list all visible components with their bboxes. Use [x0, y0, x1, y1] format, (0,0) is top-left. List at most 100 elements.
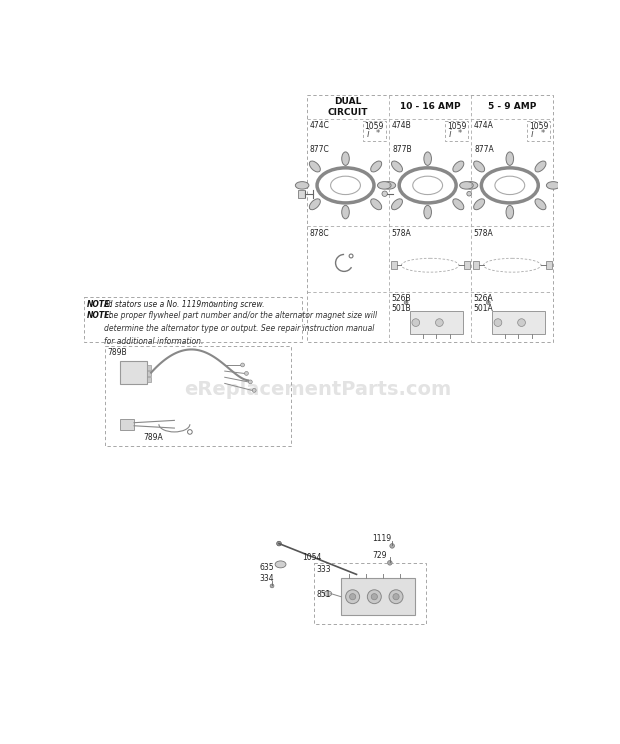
Bar: [527, 121, 551, 141]
Text: 1119: 1119: [372, 534, 391, 543]
Circle shape: [389, 590, 403, 603]
Ellipse shape: [391, 199, 402, 210]
Text: 526A: 526A: [474, 294, 494, 303]
Text: The proper flywheel part number and/or the alternator magnet size will
determine: The proper flywheel part number and/or t…: [104, 311, 377, 347]
Bar: [464, 261, 470, 269]
Text: 10 - 16 AMP: 10 - 16 AMP: [400, 103, 461, 112]
Bar: [410, 311, 463, 334]
Text: 1059: 1059: [365, 123, 384, 132]
Text: *: *: [458, 129, 463, 138]
Ellipse shape: [474, 161, 485, 172]
Text: 789B: 789B: [107, 348, 126, 357]
Ellipse shape: [342, 152, 349, 165]
Bar: [298, 190, 305, 198]
Ellipse shape: [495, 176, 525, 195]
Ellipse shape: [330, 176, 360, 195]
Text: 474A: 474A: [474, 121, 494, 130]
Circle shape: [371, 594, 378, 600]
Circle shape: [270, 584, 274, 588]
Text: 1059: 1059: [447, 123, 466, 132]
Text: 334: 334: [260, 574, 274, 583]
Bar: [314, 562, 427, 624]
Text: 526B: 526B: [391, 294, 411, 303]
Circle shape: [390, 544, 394, 548]
Circle shape: [412, 318, 420, 327]
Circle shape: [518, 318, 525, 327]
Text: 5 - 9 AMP: 5 - 9 AMP: [488, 103, 536, 112]
Text: 851: 851: [316, 590, 330, 599]
Ellipse shape: [546, 182, 560, 189]
Circle shape: [346, 590, 360, 603]
Bar: [148, 365, 151, 370]
Circle shape: [467, 191, 471, 196]
Text: NOTE:: NOTE:: [87, 301, 113, 310]
Ellipse shape: [413, 176, 443, 195]
Ellipse shape: [535, 199, 546, 210]
Bar: [363, 121, 386, 141]
Ellipse shape: [371, 199, 382, 210]
Ellipse shape: [382, 182, 396, 189]
Text: 877C: 877C: [310, 146, 330, 155]
Text: 878C: 878C: [309, 228, 329, 237]
Bar: [105, 346, 291, 446]
Ellipse shape: [459, 182, 473, 189]
Bar: [148, 371, 151, 376]
Bar: [84, 297, 303, 341]
Text: i: i: [367, 129, 370, 139]
Ellipse shape: [535, 161, 546, 172]
Circle shape: [241, 363, 244, 367]
Circle shape: [404, 301, 408, 304]
Ellipse shape: [424, 152, 432, 165]
Circle shape: [244, 371, 249, 375]
Bar: [307, 95, 554, 341]
Bar: [492, 311, 545, 334]
Ellipse shape: [424, 205, 432, 219]
Circle shape: [277, 542, 281, 546]
Text: 1059: 1059: [529, 123, 548, 132]
Text: NOTE:: NOTE:: [87, 311, 113, 320]
Text: i: i: [449, 129, 451, 139]
Ellipse shape: [295, 182, 309, 189]
Bar: [546, 261, 552, 269]
Text: i: i: [531, 129, 534, 139]
Bar: [391, 261, 397, 269]
Text: 789A: 789A: [143, 433, 163, 442]
Text: *: *: [541, 129, 544, 138]
Text: 578A: 578A: [474, 228, 494, 237]
Bar: [120, 419, 134, 429]
Circle shape: [382, 191, 388, 196]
Ellipse shape: [453, 199, 464, 210]
Ellipse shape: [342, 205, 349, 219]
Bar: [472, 261, 479, 269]
Text: eReplacementParts.com: eReplacementParts.com: [184, 380, 451, 399]
Text: 501B: 501B: [391, 304, 411, 313]
Bar: [445, 121, 468, 141]
Bar: [341, 578, 415, 615]
Text: 578A: 578A: [391, 228, 411, 237]
Text: 729: 729: [372, 551, 386, 560]
Ellipse shape: [378, 182, 391, 189]
Text: 333: 333: [316, 565, 331, 574]
Text: All stators use a No. 1119mounting screw.: All stators use a No. 1119mounting screw…: [104, 301, 265, 310]
Circle shape: [435, 318, 443, 327]
Text: 877A: 877A: [474, 146, 494, 155]
Ellipse shape: [309, 199, 321, 210]
Ellipse shape: [309, 161, 321, 172]
Text: 877B: 877B: [392, 146, 412, 155]
Text: 635: 635: [260, 562, 274, 572]
Bar: [148, 377, 151, 382]
Text: 1054: 1054: [303, 553, 322, 562]
Bar: [120, 361, 148, 384]
Text: 474C: 474C: [309, 121, 329, 130]
Ellipse shape: [506, 152, 513, 165]
Circle shape: [350, 594, 356, 600]
Ellipse shape: [464, 182, 478, 189]
Ellipse shape: [275, 561, 286, 568]
Ellipse shape: [391, 161, 402, 172]
Ellipse shape: [506, 205, 513, 219]
Ellipse shape: [371, 161, 382, 172]
Circle shape: [494, 318, 502, 327]
Text: *: *: [376, 129, 380, 138]
Text: 501A: 501A: [474, 304, 494, 313]
Ellipse shape: [453, 161, 464, 172]
